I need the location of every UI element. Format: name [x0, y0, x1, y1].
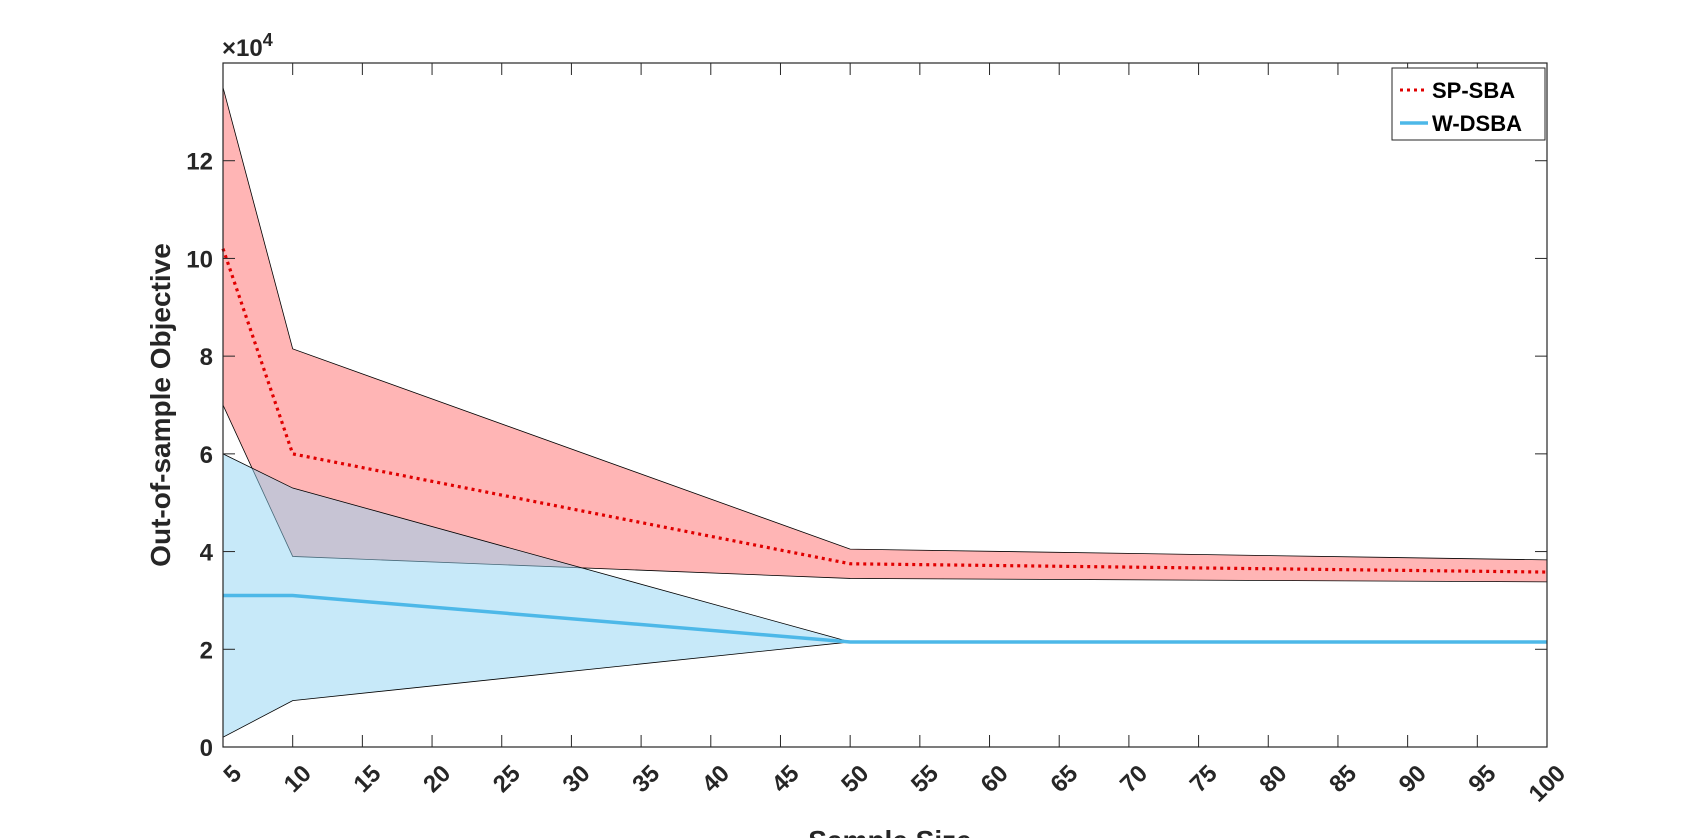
y-tick-label: 2 [200, 637, 213, 664]
x-tick-label: 90 [1394, 760, 1432, 798]
y-exponent-power: 4 [263, 30, 273, 50]
y-tick-label: 0 [200, 735, 213, 762]
x-tick-label: 60 [976, 760, 1014, 798]
x-tick-label: 75 [1185, 760, 1223, 798]
x-tick-labels: 5 10 15 20 25 30 35 40 45 50 55 60 65 70 75 80 85 90 95 100 [219, 760, 1572, 807]
x-axis-label: Sample Size [808, 825, 971, 838]
legend: SP-SBA W-DSBA [1391, 67, 1546, 141]
x-tick-label: 5 [219, 760, 248, 789]
x-tick-label: 25 [488, 760, 526, 798]
y-exponent-base: ×10 [222, 35, 263, 62]
x-tick-label: 65 [1045, 760, 1083, 798]
x-tick-label: 20 [418, 760, 456, 798]
band-sp-sba [222, 87, 1548, 583]
y-exponent-label: ×104 [222, 30, 273, 62]
x-tick-label: 100 [1524, 760, 1571, 807]
y-axis-label: Out-of-sample Objective [145, 243, 176, 567]
x-tick-label: 80 [1254, 760, 1292, 798]
series-line-w-dsba [223, 593, 1547, 644]
plot-frame [222, 62, 1548, 748]
y-tick-label: 8 [200, 344, 213, 371]
x-tick-label: 50 [836, 760, 874, 798]
legend-box [1391, 67, 1546, 141]
y-tick-label: 12 [186, 149, 213, 176]
x-tick-label: 85 [1324, 760, 1362, 798]
x-tick-label: 35 [627, 760, 665, 798]
y-tick-labels: 0 2 4 6 8 10 12 [186, 149, 213, 762]
y-tick-label: 6 [200, 442, 213, 469]
axis-ticks [222, 63, 1548, 748]
x-tick-label: 45 [767, 760, 805, 798]
x-tick-label: 15 [349, 760, 387, 798]
series-lines [221, 248, 1548, 644]
y-tick-label: 4 [200, 540, 214, 567]
x-tick-label: 55 [906, 760, 944, 798]
x-tick-label: 10 [279, 760, 317, 798]
x-tick-label: 30 [558, 760, 596, 798]
x-tick-label: 70 [1115, 760, 1153, 798]
x-tick-label: 40 [697, 760, 735, 798]
x-tick-label: 95 [1463, 760, 1501, 798]
legend-label-sp-sba: SP-SBA [1432, 78, 1515, 103]
y-tick-label: 10 [186, 246, 213, 273]
confidence-bands [222, 87, 1548, 738]
legend-label-w-dsba: W-DSBA [1432, 111, 1522, 136]
